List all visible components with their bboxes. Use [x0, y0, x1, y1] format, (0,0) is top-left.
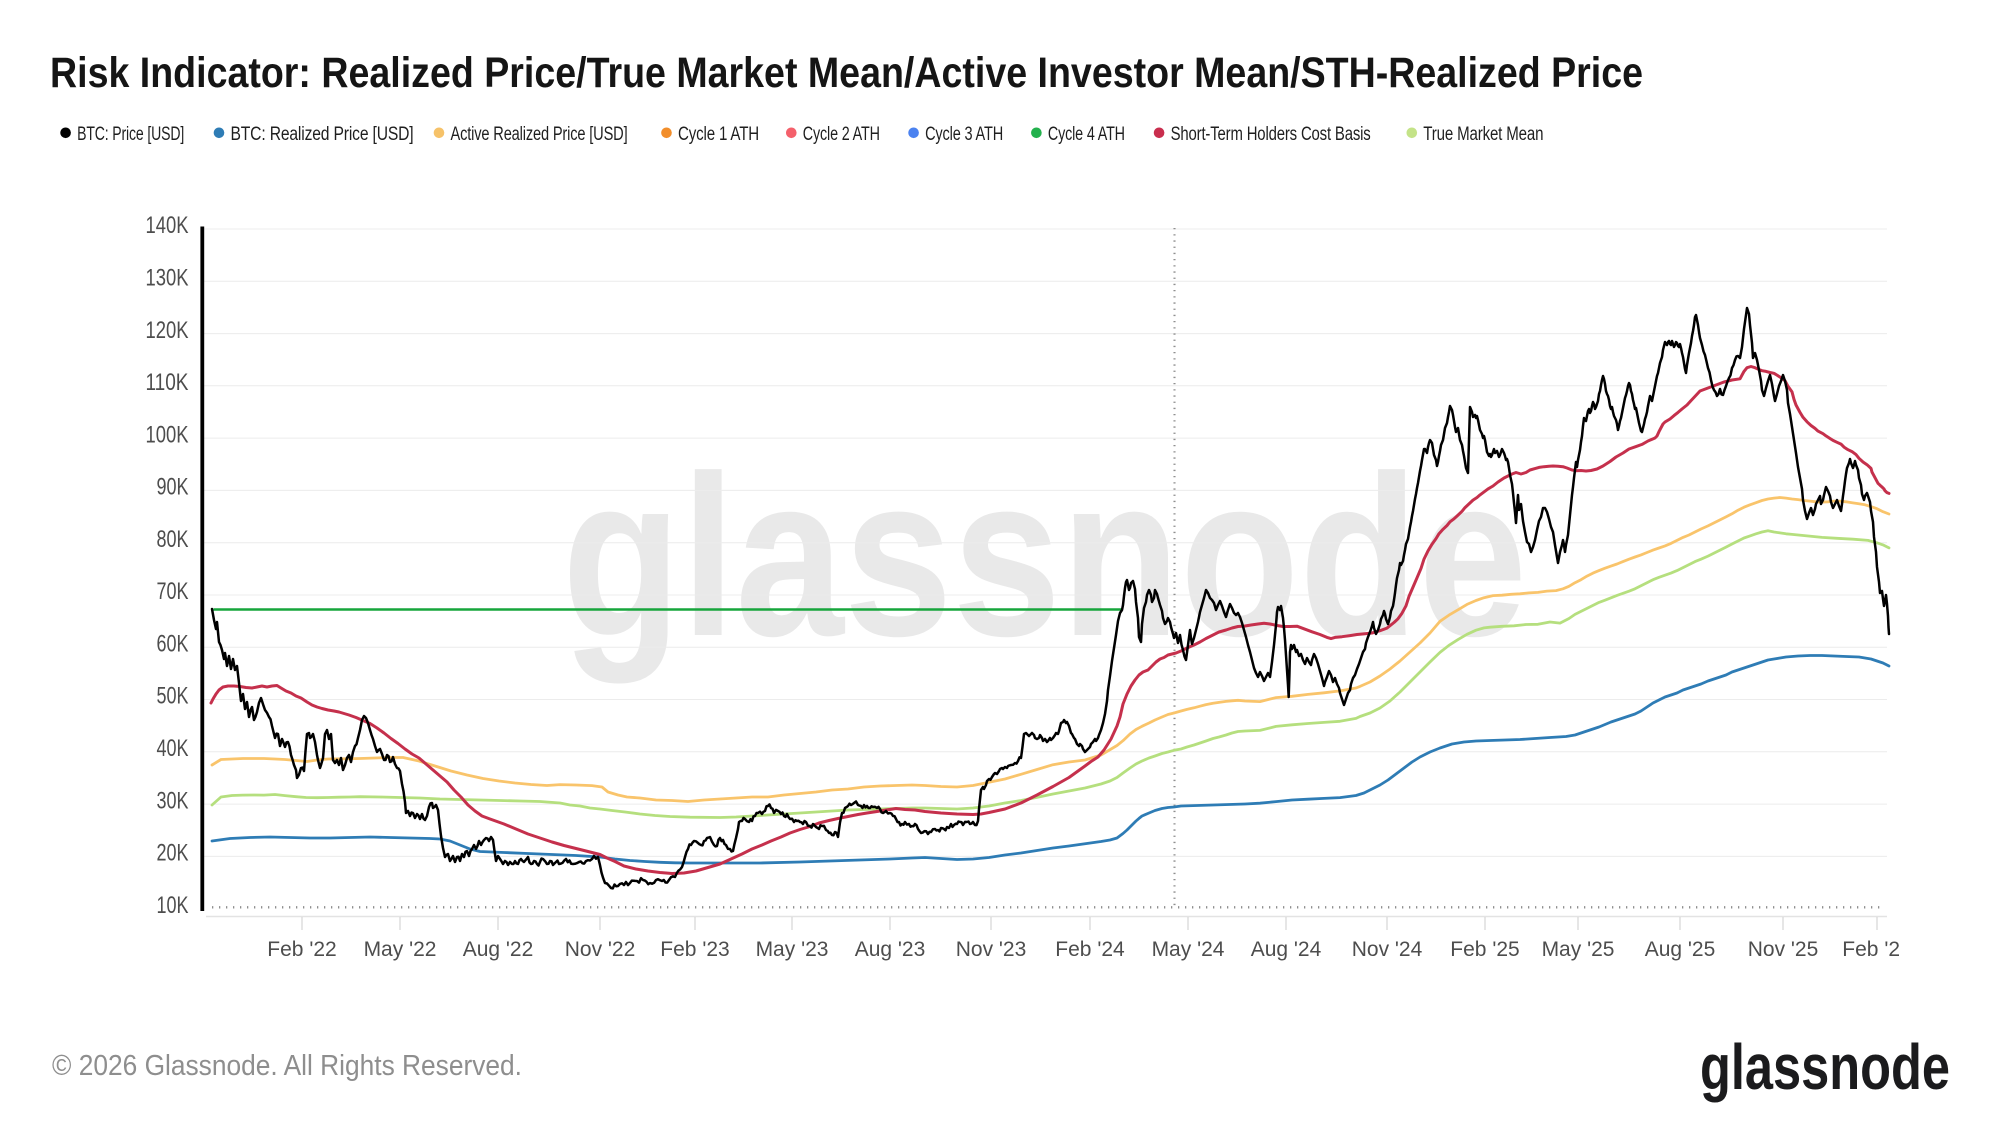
svg-text:Cycle 4 ATH: Cycle 4 ATH: [1048, 124, 1125, 145]
svg-text:Nov '22: Nov '22: [565, 938, 636, 961]
svg-text:BTC: Price [USD]: BTC: Price [USD]: [77, 124, 184, 145]
svg-text:40K: 40K: [157, 735, 189, 762]
svg-text:10K: 10K: [157, 892, 189, 919]
svg-text:Aug '23: Aug '23: [855, 938, 926, 961]
svg-text:glassnode: glassnode: [1700, 1031, 1950, 1103]
svg-text:May '24: May '24: [1152, 938, 1225, 961]
svg-text:Feb '26: Feb '26: [1842, 938, 1911, 961]
svg-text:20K: 20K: [157, 840, 189, 867]
svg-text:Cycle 1 ATH: Cycle 1 ATH: [678, 124, 759, 145]
svg-text:Risk Indicator: Realized Price: Risk Indicator: Realized Price/True Mark…: [50, 49, 1643, 97]
svg-text:30K: 30K: [157, 787, 189, 814]
svg-text:Feb '22: Feb '22: [267, 938, 336, 961]
svg-text:120K: 120K: [146, 317, 189, 344]
svg-text:50K: 50K: [157, 683, 189, 710]
svg-text:Aug '22: Aug '22: [463, 938, 534, 961]
svg-text:Nov '25: Nov '25: [1748, 938, 1819, 961]
svg-text:Aug '25: Aug '25: [1645, 938, 1716, 961]
svg-text:Feb '25: Feb '25: [1450, 938, 1519, 961]
svg-text:60K: 60K: [157, 630, 189, 657]
svg-text:Feb '24: Feb '24: [1055, 938, 1125, 961]
svg-text:Nov '23: Nov '23: [956, 938, 1027, 961]
svg-text:130K: 130K: [146, 265, 189, 292]
svg-text:© 2026 Glassnode. All Rights R: © 2026 Glassnode. All Rights Reserved.: [52, 1050, 522, 1082]
svg-text:80K: 80K: [157, 526, 189, 553]
svg-text:glassnode: glassnode: [562, 428, 1527, 684]
svg-text:Aug '24: Aug '24: [1251, 938, 1322, 961]
svg-text:May '23: May '23: [756, 938, 829, 961]
svg-text:Short-Term Holders Cost Basis: Short-Term Holders Cost Basis: [1171, 124, 1371, 145]
svg-text:Cycle 3 ATH: Cycle 3 ATH: [925, 124, 1003, 145]
svg-text:May '22: May '22: [364, 938, 437, 961]
svg-text:Nov '24: Nov '24: [1352, 938, 1423, 961]
svg-text:110K: 110K: [146, 369, 189, 396]
svg-text:True Market Mean: True Market Mean: [1423, 124, 1543, 145]
svg-text:100K: 100K: [146, 421, 189, 448]
svg-text:Active Realized Price [USD]: Active Realized Price [USD]: [451, 124, 628, 145]
svg-text:May '25: May '25: [1542, 938, 1615, 961]
svg-text:90K: 90K: [157, 474, 189, 501]
svg-text:BTC: Realized Price [USD]: BTC: Realized Price [USD]: [231, 124, 414, 145]
svg-text:70K: 70K: [157, 578, 189, 605]
svg-text:Cycle 2 ATH: Cycle 2 ATH: [803, 124, 880, 145]
svg-text:Feb '23: Feb '23: [660, 938, 729, 961]
svg-text:140K: 140K: [146, 212, 189, 239]
